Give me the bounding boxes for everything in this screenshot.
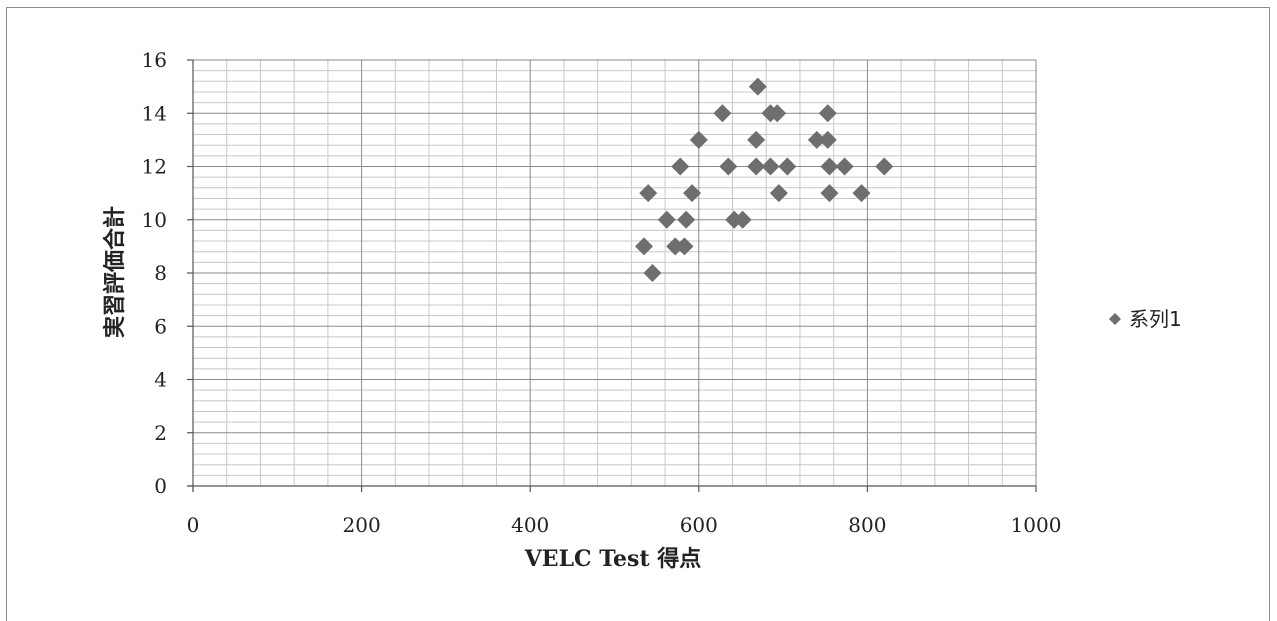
grid	[193, 59, 1037, 486]
x-tick-label: 600	[680, 513, 718, 537]
data-point	[818, 104, 837, 123]
x-tick-label: 0	[187, 513, 200, 537]
data-point	[733, 210, 752, 229]
y-tick-label: 2	[154, 421, 167, 445]
data-point	[768, 104, 787, 123]
y-tick-label: 10	[142, 208, 167, 232]
x-tick-label: 1000	[1011, 513, 1062, 537]
data-point	[747, 130, 766, 149]
data-point	[713, 104, 732, 123]
data-point	[666, 237, 685, 256]
data-point	[835, 157, 854, 176]
data-point	[807, 130, 826, 149]
y-tick-label: 16	[142, 48, 167, 72]
data-point	[689, 130, 708, 149]
data-points	[635, 77, 894, 282]
legend-marker-series-1	[1109, 313, 1121, 325]
data-point	[639, 184, 658, 203]
data-point	[643, 264, 662, 282]
x-axis-title: VELC Test 得点	[524, 546, 702, 572]
data-point	[852, 184, 871, 203]
x-tick-label: 800	[848, 513, 886, 537]
data-point	[657, 210, 676, 229]
data-point	[671, 157, 690, 176]
data-point	[761, 157, 780, 176]
data-point	[747, 157, 766, 176]
y-tick-label: 12	[142, 155, 167, 179]
y-tick-label: 0	[154, 474, 167, 498]
y-tick-label: 4	[154, 368, 167, 392]
x-tick-label: 400	[511, 513, 549, 537]
chart-frame	[6, 7, 1270, 621]
legend-label-series-1: 系列1	[1129, 307, 1182, 331]
data-point	[820, 157, 839, 176]
y-tick-label: 8	[154, 261, 167, 285]
data-point	[818, 130, 837, 149]
y-tick-label: 6	[154, 314, 167, 338]
y-tick-label: 14	[142, 101, 167, 125]
data-point	[683, 184, 702, 203]
data-point	[769, 184, 788, 203]
y-axis-title: 実習評価合計	[102, 206, 128, 338]
tick-labels: 0 200 400 600 800 1000 0 2 4 6 8 10 12 14 16	[142, 48, 1062, 537]
legend: 系列1	[1109, 307, 1182, 331]
data-point	[820, 184, 839, 203]
data-point	[875, 157, 894, 176]
data-point	[635, 237, 654, 256]
data-point	[778, 157, 797, 176]
axes	[187, 59, 1037, 492]
data-point	[748, 77, 767, 96]
x-tick-label: 200	[343, 513, 381, 537]
data-point	[677, 210, 696, 229]
data-point	[675, 237, 694, 256]
data-point	[719, 157, 738, 176]
